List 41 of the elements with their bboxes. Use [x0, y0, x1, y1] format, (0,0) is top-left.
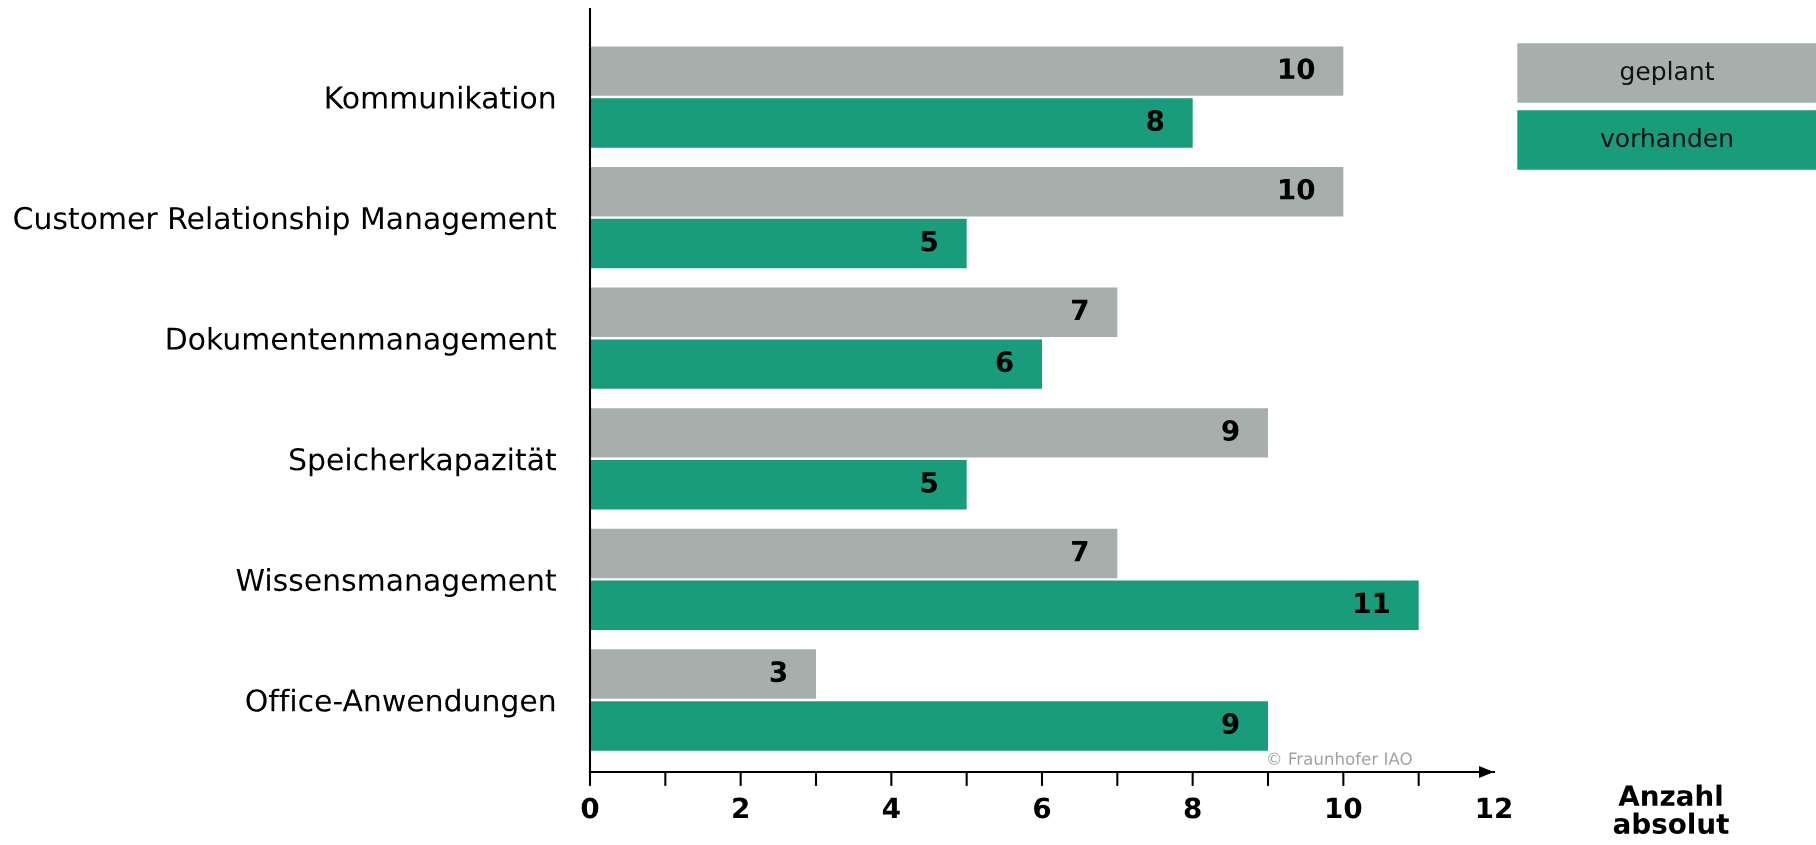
bar [590, 528, 1118, 579]
text: vorhanden [1600, 127, 1732, 148]
bar [590, 287, 1118, 338]
bar [590, 218, 967, 269]
bar [590, 339, 1042, 389]
bar [590, 701, 1268, 751]
x-axis-title: Anzahl absolut [1613, 784, 1729, 835]
bar [590, 460, 967, 510]
x-tick-label: 6 [1034, 797, 1051, 819]
y-tick-label: Wissensmanagement [236, 568, 556, 597]
x-tick-label: 8 [1184, 797, 1201, 819]
x-tick-label: 12 [1477, 797, 1511, 819]
data-label: 9 [1222, 713, 1239, 734]
data-label: 7 [1072, 540, 1088, 562]
y-tick-label: Dokumentenmanagement [167, 326, 556, 356]
y-tick-label: Office-Anwendungen [246, 688, 555, 718]
x-tick-label: 2 [733, 797, 748, 819]
data-label: 5 [921, 230, 937, 252]
data-label: 11 [1355, 592, 1389, 613]
x-tick-label: 0 [581, 797, 599, 819]
bar [590, 46, 1344, 96]
bar [590, 98, 1193, 148]
bar [590, 580, 1419, 631]
data-label: 3 [770, 661, 787, 683]
data-label: 10 [1280, 178, 1315, 200]
data-label: 8 [1147, 110, 1164, 132]
x-tick-label: 10 [1327, 797, 1362, 819]
y-tick-label: Speicherkapazität [290, 447, 556, 477]
data-label: 10 [1280, 58, 1315, 80]
x-tick-label: 4 [882, 797, 900, 819]
y-tick-label: Kommunikation [326, 85, 555, 109]
bar [590, 649, 816, 699]
data-label: 9 [1222, 419, 1239, 441]
bar [590, 408, 1268, 458]
data-label: 7 [1072, 299, 1088, 320]
y-tick-label: Customer Relationship Management [14, 206, 556, 236]
data-label: 6 [996, 351, 1013, 373]
text: geplant [1620, 60, 1714, 86]
data-label: 5 [921, 472, 937, 493]
annotation: © Fraunhofer IAO [1268, 752, 1412, 765]
bar [590, 166, 1344, 217]
